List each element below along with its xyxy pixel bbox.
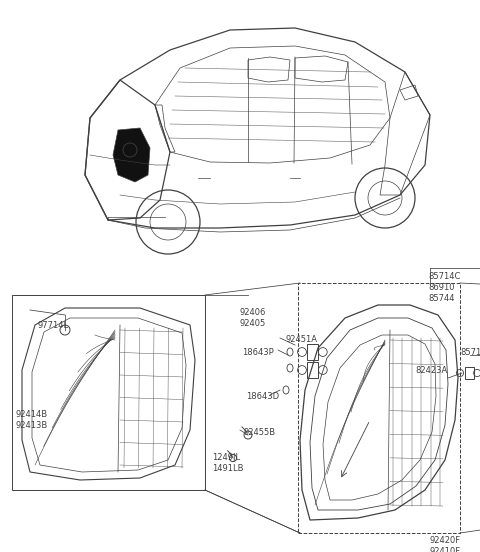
Bar [298,283,460,533]
Text: 85714C
86910
85744: 85714C 86910 85744 [428,272,460,303]
Text: 85719A: 85719A [460,348,480,357]
Text: 92451A: 92451A [286,335,318,344]
Text: 97714L: 97714L [38,321,69,330]
Bar [12,295,205,490]
Text: 92420F
92410F: 92420F 92410F [430,536,461,552]
Text: 92455B: 92455B [243,428,275,437]
Text: 1249JL
1491LB: 1249JL 1491LB [212,453,243,473]
Bar [307,362,318,378]
Text: 18643P: 18643P [242,348,274,357]
Text: 18643D: 18643D [246,392,279,401]
Bar [465,367,474,379]
Text: 82423A: 82423A [415,366,447,375]
Text: 92414B
92413B: 92414B 92413B [15,410,47,430]
Bar [307,344,318,360]
Text: 92406
92405: 92406 92405 [240,308,266,328]
Polygon shape [113,128,150,182]
